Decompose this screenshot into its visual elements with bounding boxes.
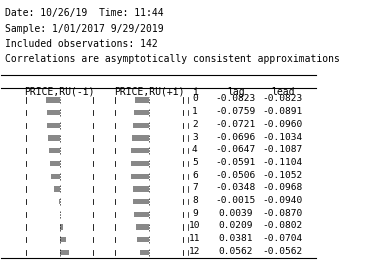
Bar xyxy=(49,161,59,166)
Text: -0.0721: -0.0721 xyxy=(215,120,256,129)
Text: -0.0960: -0.0960 xyxy=(263,120,303,129)
Text: -0.0968: -0.0968 xyxy=(263,183,303,192)
Text: -0.0870: -0.0870 xyxy=(263,209,303,218)
Text: 7: 7 xyxy=(192,183,198,192)
Bar xyxy=(140,250,149,255)
Text: -0.0759: -0.0759 xyxy=(215,107,256,116)
Text: -0.1104: -0.1104 xyxy=(263,158,303,167)
Bar xyxy=(47,110,59,115)
Text: PRICE,RU(+i): PRICE,RU(+i) xyxy=(114,87,184,97)
Text: -0.1052: -0.1052 xyxy=(263,171,303,180)
Text: lead: lead xyxy=(271,87,294,97)
Text: lag: lag xyxy=(227,87,245,97)
Bar xyxy=(59,250,69,255)
Bar xyxy=(59,237,66,242)
Text: -0.0647: -0.0647 xyxy=(215,145,256,154)
Bar xyxy=(48,135,59,141)
Bar xyxy=(59,212,60,217)
Bar xyxy=(46,97,59,103)
Bar xyxy=(132,135,149,141)
Bar xyxy=(134,110,149,115)
Text: 0.0562: 0.0562 xyxy=(218,247,253,256)
Text: 12: 12 xyxy=(189,247,200,256)
Text: 3: 3 xyxy=(192,132,198,141)
Bar xyxy=(137,237,149,242)
Text: -0.0823: -0.0823 xyxy=(215,94,256,103)
Bar xyxy=(54,186,59,192)
Text: 9: 9 xyxy=(192,209,198,218)
Text: -0.0940: -0.0940 xyxy=(263,196,303,205)
Text: 5: 5 xyxy=(192,158,198,167)
Bar xyxy=(131,174,149,179)
Text: -0.0348: -0.0348 xyxy=(215,183,256,192)
Text: Date: 10/26/19  Time: 11:44: Date: 10/26/19 Time: 11:44 xyxy=(4,8,163,18)
Bar xyxy=(131,148,149,153)
Text: 1: 1 xyxy=(192,107,198,116)
Bar xyxy=(47,123,59,128)
Bar xyxy=(49,148,59,153)
Bar xyxy=(136,224,149,230)
Text: -0.0562: -0.0562 xyxy=(263,247,303,256)
Text: -0.0891: -0.0891 xyxy=(263,107,303,116)
Text: Included observations: 142: Included observations: 142 xyxy=(4,39,157,49)
Text: 6: 6 xyxy=(192,171,198,180)
Text: 2: 2 xyxy=(192,120,198,129)
Text: 0.0381: 0.0381 xyxy=(218,234,253,243)
Text: 0.0209: 0.0209 xyxy=(218,221,253,230)
Bar xyxy=(131,161,149,166)
Text: -0.0506: -0.0506 xyxy=(215,171,256,180)
Bar xyxy=(135,97,149,103)
Text: Sample: 1/01/2017 9/29/2019: Sample: 1/01/2017 9/29/2019 xyxy=(4,23,163,34)
Text: -0.0802: -0.0802 xyxy=(263,221,303,230)
Text: -0.0015: -0.0015 xyxy=(215,196,256,205)
Text: 0.0039: 0.0039 xyxy=(218,209,253,218)
Text: -0.0823: -0.0823 xyxy=(263,94,303,103)
Text: -0.0704: -0.0704 xyxy=(263,234,303,243)
Bar xyxy=(59,224,63,230)
Bar xyxy=(133,199,149,204)
Bar xyxy=(51,174,59,179)
Text: 0: 0 xyxy=(192,94,198,103)
Text: 8: 8 xyxy=(192,196,198,205)
Text: -0.1034: -0.1034 xyxy=(263,132,303,141)
Bar xyxy=(133,123,149,128)
Text: 4: 4 xyxy=(192,145,198,154)
Text: -0.1087: -0.1087 xyxy=(263,145,303,154)
Text: -0.0591: -0.0591 xyxy=(215,158,256,167)
Text: Correlations are asymptotically consistent approximations: Correlations are asymptotically consiste… xyxy=(4,54,339,64)
Text: 10: 10 xyxy=(189,221,200,230)
Text: -0.0696: -0.0696 xyxy=(215,132,256,141)
Bar xyxy=(133,186,149,192)
Text: PRICE,RU(-i): PRICE,RU(-i) xyxy=(24,87,95,97)
Text: 11: 11 xyxy=(189,234,200,243)
Bar xyxy=(134,212,149,217)
Text: i: i xyxy=(192,87,198,97)
